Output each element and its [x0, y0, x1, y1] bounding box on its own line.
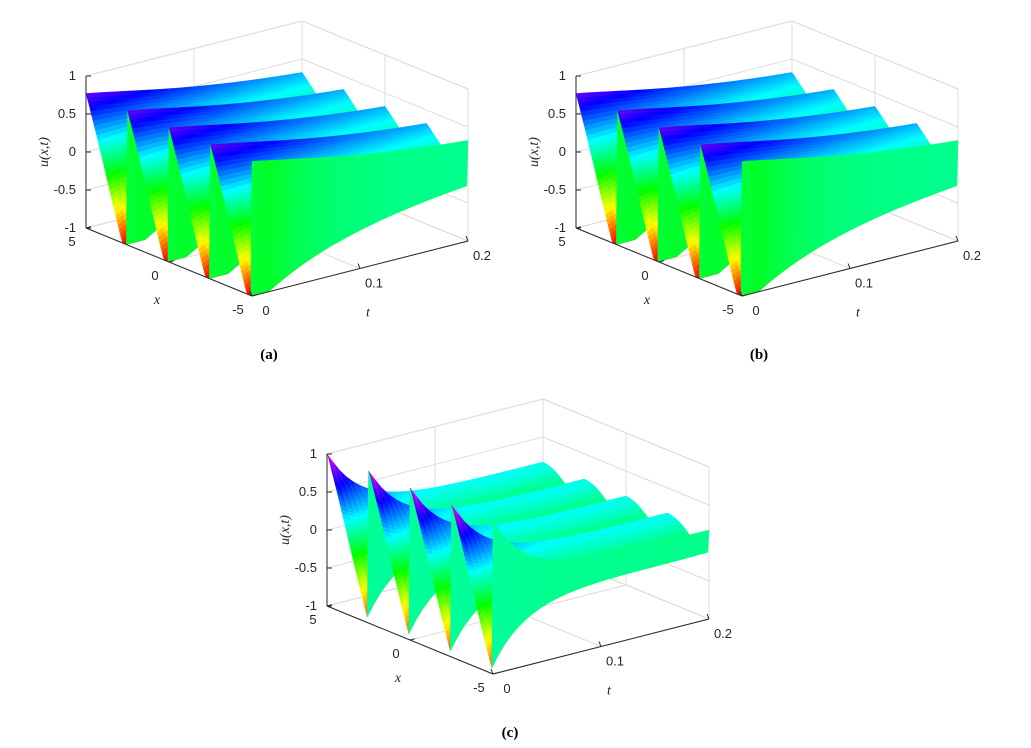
surface: [575, 72, 959, 296]
z-tick-label: -0.5: [54, 182, 76, 197]
panel-caption: (a): [260, 347, 278, 363]
surface-patch: [168, 126, 177, 133]
t-tick-label: 0: [262, 303, 269, 318]
surface-patch: [250, 160, 259, 296]
panel-b: 10.50-0.5-150-5 00.10.2u(x,t)xt(b): [527, 20, 981, 363]
t-axis-label: t: [366, 306, 371, 321]
t-tick-label: 0.2: [473, 248, 491, 263]
surface-patch: [85, 92, 94, 99]
t-tick-label: 0.1: [365, 276, 383, 291]
z-axis-label: u(x,t): [37, 137, 52, 167]
x-tick-label: 5: [68, 234, 75, 249]
z-tick-label: 0: [69, 144, 76, 159]
panel-a: 1 0.5 0 -0.5 -15 0 -5 0 0.1 0.2 u(x,t) x t (a): [37, 20, 491, 363]
z-tick-label: 1: [69, 68, 76, 83]
z-tick-label: -1: [64, 220, 76, 235]
x-tick-label: -5: [232, 302, 244, 317]
z-tick-label: 0.5: [58, 106, 76, 121]
x-axis-label: x: [153, 293, 161, 308]
surface-patch: [127, 109, 136, 116]
surface-patch: [210, 143, 219, 150]
x-tick-label: 0: [151, 268, 158, 283]
surface: [85, 72, 469, 296]
